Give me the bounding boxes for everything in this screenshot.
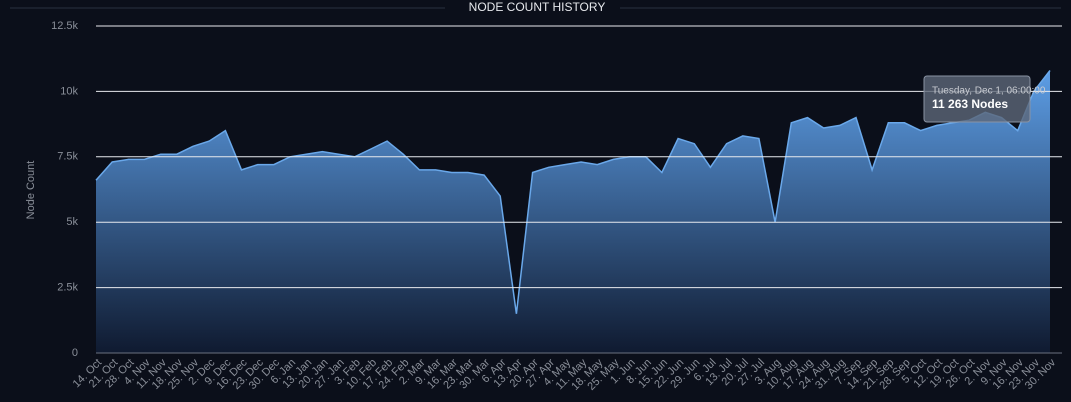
y-tick-label: 10k [60,85,78,97]
y-axis-label: Node Count [25,161,37,220]
y-tick-label: 0 [72,347,78,359]
y-tick-label: 12.5k [51,20,78,32]
y-tick-label: 7.5k [57,151,78,163]
area [96,70,1050,353]
y-tick-label: 5k [66,216,78,228]
tooltip: Tuesday, Dec 1, 06:00:00 11 263 Nodes [923,75,1046,123]
plot: 0 2.5k 5k 7.5k 10k 12.5k Tuesday, Dec 1, 06:0… [51,20,1062,393]
tooltip-date: Tuesday, Dec 1, 06:00:00 [932,86,1046,97]
tooltip-box [923,75,1031,123]
y-tick-label: 2.5k [57,282,78,294]
chart-title: NODE COUNT HISTORY [469,0,606,14]
line [95,70,1051,314]
tooltip-text: 11 263 Nodes [932,97,1008,111]
